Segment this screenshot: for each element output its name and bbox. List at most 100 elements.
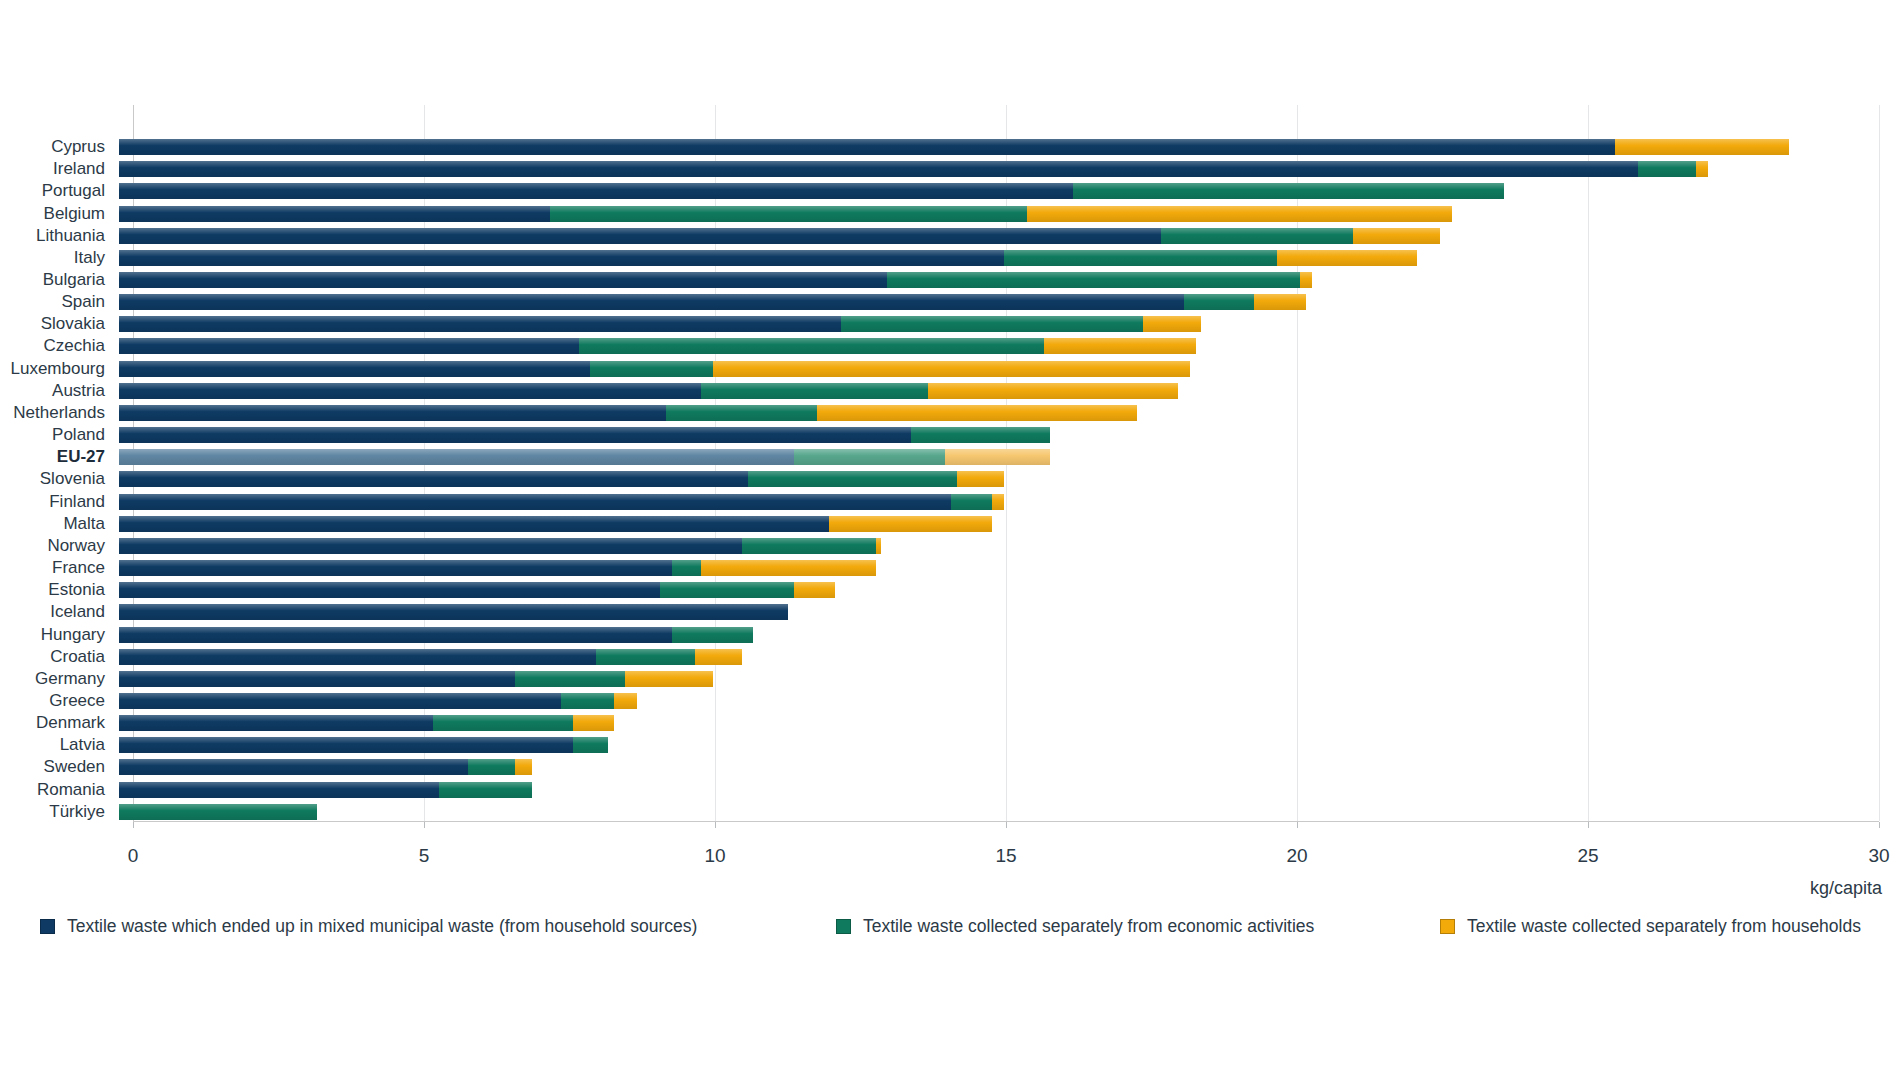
bar-segment-series0[interactable] — [119, 250, 1004, 266]
bar-segment-series0[interactable] — [119, 782, 439, 798]
bar-segment-series0[interactable] — [119, 737, 573, 753]
country-label: Germany — [0, 669, 119, 689]
bar-segment-series1[interactable] — [1184, 294, 1254, 310]
bar-segment-series2[interactable] — [794, 582, 835, 598]
bar-segment-series0[interactable] — [119, 183, 1073, 199]
bar-segment-series0[interactable] — [119, 361, 590, 377]
bar-segment-series0[interactable] — [119, 383, 701, 399]
bar-segment-series1[interactable] — [515, 671, 626, 687]
bar-track — [119, 804, 1865, 820]
bar-segment-series1[interactable] — [1073, 183, 1504, 199]
bar-segment-series0[interactable] — [119, 759, 468, 775]
bar-segment-series1[interactable] — [596, 649, 695, 665]
bar-track — [119, 560, 1865, 576]
x-tick-label-0: 0 — [128, 845, 139, 867]
country-label: Malta — [0, 514, 119, 534]
bar-segment-series2[interactable] — [1300, 272, 1312, 288]
bar-segment-series2[interactable] — [701, 560, 876, 576]
bar-segment-series0[interactable] — [119, 206, 550, 222]
bar-segment-series2[interactable] — [1696, 161, 1708, 177]
bar-segment-series1[interactable] — [672, 627, 753, 643]
bar-segment-series1[interactable] — [841, 316, 1144, 332]
bar-segment-series0[interactable] — [119, 471, 748, 487]
bar-segment-series1[interactable] — [439, 782, 532, 798]
bar-segment-series2[interactable] — [625, 671, 712, 687]
bar-segment-series0[interactable] — [119, 649, 596, 665]
bar-segment-series0[interactable] — [119, 405, 666, 421]
bar-segment-series1[interactable] — [660, 582, 794, 598]
bar-segment-series2[interactable] — [695, 649, 742, 665]
chart-row-slovakia: Slovakia — [0, 313, 1900, 335]
bar-segment-series0[interactable] — [119, 560, 672, 576]
bar-segment-series1[interactable] — [794, 449, 945, 465]
bar-segment-series1[interactable] — [748, 471, 958, 487]
legend-item-mixed-municipal[interactable]: Textile waste which ended up in mixed mu… — [40, 916, 697, 937]
country-label: Iceland — [0, 602, 119, 622]
bar-segment-series1[interactable] — [119, 804, 317, 820]
bar-segment-series0[interactable] — [119, 671, 515, 687]
bar-segment-series2[interactable] — [957, 471, 1004, 487]
bar-segment-series2[interactable] — [1044, 338, 1195, 354]
bar-segment-series2[interactable] — [1615, 139, 1790, 155]
bar-segment-series1[interactable] — [468, 759, 515, 775]
bar-segment-series2[interactable] — [992, 494, 1004, 510]
bar-segment-series2[interactable] — [945, 449, 1050, 465]
bar-segment-series0[interactable] — [119, 538, 742, 554]
bar-segment-series0[interactable] — [119, 449, 794, 465]
bar-segment-series2[interactable] — [928, 383, 1178, 399]
country-label: Croatia — [0, 647, 119, 667]
bar-segment-series1[interactable] — [911, 427, 1051, 443]
bar-segment-series2[interactable] — [713, 361, 1190, 377]
bar-segment-series0[interactable] — [119, 627, 672, 643]
bar-segment-series0[interactable] — [119, 427, 911, 443]
bar-track — [119, 671, 1865, 687]
bar-segment-series2[interactable] — [614, 693, 637, 709]
bar-segment-series0[interactable] — [119, 715, 433, 731]
bar-segment-series1[interactable] — [742, 538, 876, 554]
bar-segment-series0[interactable] — [119, 516, 829, 532]
bar-segment-series0[interactable] — [119, 272, 887, 288]
bar-segment-series1[interactable] — [590, 361, 712, 377]
bar-segment-series0[interactable] — [119, 604, 788, 620]
bar-segment-series1[interactable] — [561, 693, 613, 709]
bar-segment-series0[interactable] — [119, 582, 660, 598]
country-label: Greece — [0, 691, 119, 711]
bar-segment-series0[interactable] — [119, 316, 841, 332]
bar-segment-series0[interactable] — [119, 294, 1184, 310]
bar-segment-series0[interactable] — [119, 228, 1161, 244]
legend-item-households[interactable]: Textile waste collected separately from … — [1440, 916, 1861, 937]
bar-segment-series1[interactable] — [1161, 228, 1353, 244]
bar-segment-series2[interactable] — [829, 516, 992, 532]
bar-segment-series1[interactable] — [573, 737, 608, 753]
bar-segment-series0[interactable] — [119, 693, 561, 709]
bar-segment-series2[interactable] — [876, 538, 882, 554]
bar-segment-series2[interactable] — [1027, 206, 1452, 222]
bar-segment-series0[interactable] — [119, 139, 1615, 155]
bar-segment-series2[interactable] — [1277, 250, 1417, 266]
bar-segment-series2[interactable] — [573, 715, 614, 731]
country-label: Portugal — [0, 181, 119, 201]
bar-segment-series1[interactable] — [1004, 250, 1278, 266]
bar-segment-series1[interactable] — [579, 338, 1045, 354]
bar-track — [119, 294, 1865, 310]
bar-segment-series2[interactable] — [1353, 228, 1440, 244]
bar-segment-series0[interactable] — [119, 494, 951, 510]
country-label: Norway — [0, 536, 119, 556]
bar-segment-series2[interactable] — [1143, 316, 1201, 332]
bar-segment-series2[interactable] — [817, 405, 1137, 421]
bar-segment-series1[interactable] — [701, 383, 928, 399]
bar-segment-series2[interactable] — [1254, 294, 1306, 310]
axis-tick — [1588, 822, 1589, 828]
bar-segment-series1[interactable] — [1638, 161, 1696, 177]
legend-item-economic-activities[interactable]: Textile waste collected separately from … — [836, 916, 1314, 937]
bar-track — [119, 250, 1865, 266]
bar-segment-series1[interactable] — [433, 715, 573, 731]
bar-segment-series1[interactable] — [951, 494, 992, 510]
bar-segment-series0[interactable] — [119, 338, 579, 354]
bar-segment-series0[interactable] — [119, 161, 1638, 177]
bar-segment-series2[interactable] — [515, 759, 532, 775]
bar-segment-series1[interactable] — [672, 560, 701, 576]
bar-segment-series1[interactable] — [887, 272, 1300, 288]
bar-segment-series1[interactable] — [666, 405, 817, 421]
bar-segment-series1[interactable] — [550, 206, 1027, 222]
